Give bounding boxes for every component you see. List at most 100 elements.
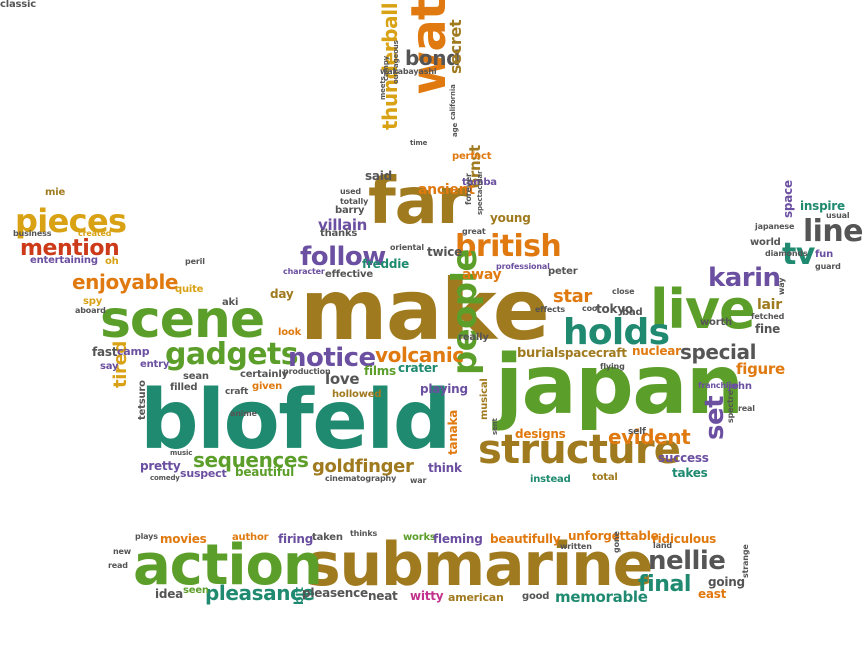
word-unforgettable: unforgettable <box>568 529 659 543</box>
word-land: land <box>653 541 672 550</box>
word-bond: bond <box>405 46 461 70</box>
word-firing: firing <box>278 532 314 546</box>
word-fast: fast <box>92 345 118 359</box>
word-quite: quite <box>175 284 204 295</box>
word-japan: japan <box>495 338 744 433</box>
word-barry: barry <box>335 205 365 216</box>
word-follow: follow <box>300 242 386 272</box>
word-campy: campy <box>382 55 390 81</box>
word-way: way <box>777 277 786 295</box>
word-thinks: thinks <box>350 529 378 538</box>
word-great: great <box>462 227 486 236</box>
word-freddie: freddie <box>362 257 410 271</box>
word-gadgets: gadgets <box>165 337 299 372</box>
word-spacecraft: spacecraft <box>558 346 627 360</box>
word-given: given <box>252 381 283 392</box>
word-neat: neat <box>368 589 398 603</box>
word-written: written <box>560 542 592 551</box>
word-idea: idea <box>155 587 183 601</box>
word-pretty: pretty <box>140 459 181 473</box>
word-evident: evident <box>608 425 691 449</box>
word-movies: movies <box>160 532 207 546</box>
word-peril: peril <box>185 257 205 266</box>
word-final: final <box>638 572 691 597</box>
word-beautifully: beautifully <box>490 532 561 546</box>
word-john: john <box>728 381 752 392</box>
word-volcanic: volcanic <box>375 343 464 367</box>
word-usual: usual <box>826 211 850 220</box>
word-certainly: certainly <box>240 369 288 380</box>
word-hollowed: hollowed <box>332 389 382 400</box>
word-perfect: perfect <box>452 151 492 162</box>
word-real: real <box>738 404 755 413</box>
word-classic: classic <box>0 0 36 10</box>
word-figure: figure <box>736 360 785 378</box>
word-craft: craft <box>225 387 249 397</box>
word-camp: camp <box>117 345 150 358</box>
word-diamonds: diamonds <box>765 249 808 258</box>
word-new: new <box>113 547 132 556</box>
word-fleming: fleming <box>433 532 483 546</box>
word-aboard: aboard <box>75 306 106 315</box>
word-close: close <box>612 287 635 296</box>
word-worth: worth <box>700 317 732 328</box>
word-lair: lair <box>757 297 782 313</box>
word-enjoyable: enjoyable <box>72 270 179 294</box>
word-think: think <box>428 461 462 475</box>
word-oh: oh <box>105 256 119 267</box>
word-spectre: spectre <box>726 390 735 423</box>
word-totally: totally <box>340 197 369 206</box>
word-sequences: sequences <box>193 448 309 472</box>
word-outrageous: outrageous <box>392 40 400 84</box>
word-ridiculous: ridiculous <box>652 532 717 546</box>
word-twice: twice <box>427 245 462 259</box>
word-forever: forever <box>464 173 473 205</box>
word-effective: effective <box>325 269 373 280</box>
word-really: really <box>458 332 489 343</box>
word-blofeld: blofeld <box>140 373 451 468</box>
word-read: read <box>108 561 128 570</box>
word-self: self <box>628 427 646 437</box>
word-filled: filled <box>170 382 198 393</box>
word-good: good <box>522 591 550 602</box>
word-tamba: tamba <box>462 177 497 188</box>
word-anime: anime <box>230 409 257 418</box>
word-california: california <box>449 84 457 120</box>
word-gone: gone <box>612 531 621 553</box>
word-crater: crater <box>398 361 438 375</box>
word-used: used <box>340 187 361 196</box>
word-inspire: inspire <box>800 199 845 213</box>
word-tetsuro: tetsuro <box>137 380 148 420</box>
word-far: far <box>368 165 468 239</box>
word-space: space <box>781 180 795 218</box>
word-look: look <box>278 327 302 338</box>
word-young: young <box>490 211 531 225</box>
word-spectacular: spectacular <box>476 170 484 215</box>
word-fun: fun <box>815 249 833 260</box>
word-comedy: comedy <box>150 474 180 482</box>
word-american: american <box>448 591 504 604</box>
word-seen: seen <box>183 585 209 596</box>
word-flying: flying <box>600 362 625 371</box>
word-karin: karin <box>708 263 781 293</box>
word-professional: professional <box>496 262 550 271</box>
word-star: star <box>553 286 592 307</box>
word-franchise: franchise <box>698 381 739 390</box>
word-nuclear: nuclear <box>632 344 681 358</box>
word-tokyo: tokyo <box>596 302 633 316</box>
word-plays: plays <box>135 532 158 541</box>
word-action: action <box>133 533 323 598</box>
word-tv: tv <box>782 237 815 272</box>
word-fetched: fetched <box>751 312 785 321</box>
word-entertaining: entertaining <box>30 255 98 266</box>
word-character: character <box>283 267 325 276</box>
word-cool: cool <box>582 304 600 313</box>
word-memorable: memorable <box>555 588 648 606</box>
word-special: special <box>680 340 757 364</box>
word-east: east <box>698 587 727 601</box>
word-entry: entry <box>140 359 170 370</box>
word-structure: structure <box>478 427 681 473</box>
word-mie: mie <box>45 187 66 198</box>
word-production: production <box>283 367 331 376</box>
word-japanese: japanese <box>755 222 795 231</box>
